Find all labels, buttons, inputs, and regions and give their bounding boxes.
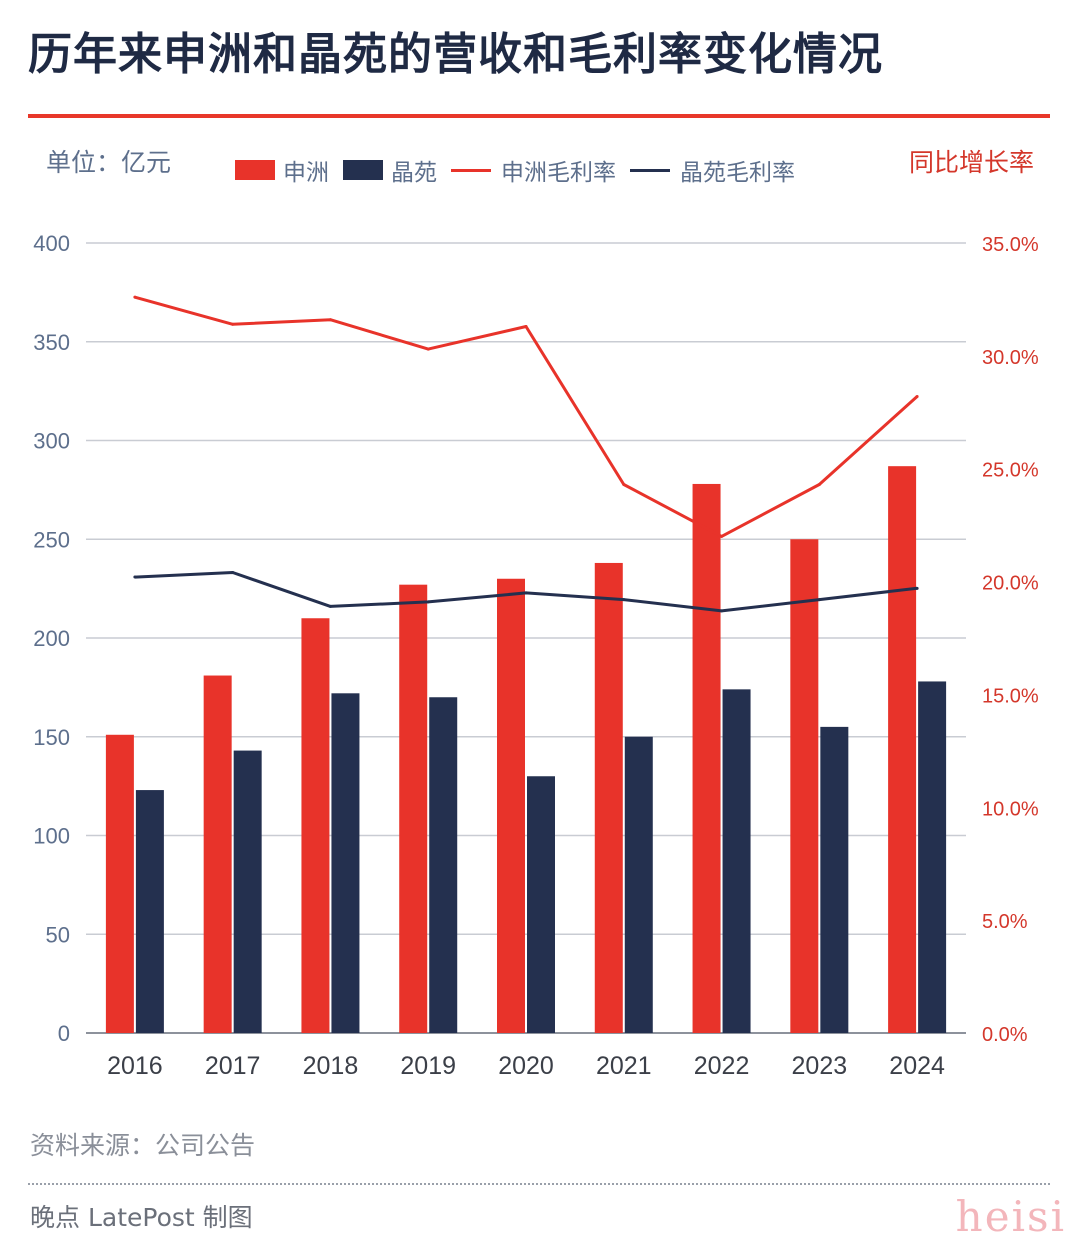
line-shenzhou-margin-point bbox=[915, 394, 919, 398]
line-jingyuan-margin-point bbox=[817, 598, 821, 602]
bar-shenzhou bbox=[692, 483, 721, 1033]
left-axis-tick-label: 350 bbox=[33, 330, 70, 355]
x-axis-tick-label: 2017 bbox=[205, 1052, 261, 1080]
line-shenzhou-margin-point bbox=[426, 347, 430, 351]
legend-item-shenzhou: 申洲 bbox=[235, 153, 329, 187]
bar-jingyuan bbox=[527, 776, 555, 1033]
bar-jingyuan bbox=[331, 693, 360, 1033]
x-axis-tick-label: 2019 bbox=[400, 1052, 456, 1080]
bar-shenzhou bbox=[888, 466, 917, 1033]
right-axis-tick-label: 20.0% bbox=[982, 573, 1039, 595]
right-axis-tick-label: 10.0% bbox=[982, 798, 1039, 820]
line-jingyuan-margin-point bbox=[426, 600, 430, 604]
left-axis-tick-label: 400 bbox=[33, 231, 70, 256]
brand-credit: 晚点 LatePost 制图 bbox=[30, 1203, 253, 1232]
corner-watermark: heisi bbox=[955, 1192, 1066, 1241]
right-axis-tick-label: 0.0% bbox=[982, 1024, 1028, 1046]
legend-swatch-shenzhou bbox=[235, 160, 275, 180]
left-axis-tick-label: 250 bbox=[33, 527, 70, 552]
right-axis-label: 同比增长率 bbox=[908, 148, 1034, 177]
left-axis-tick-label: 0 bbox=[58, 1021, 70, 1046]
legend-label-shenzhou-margin: 申洲毛利率 bbox=[501, 160, 616, 186]
legend-label-jingyuan: 晶苑 bbox=[391, 160, 437, 186]
x-axis-tick-label: 2018 bbox=[303, 1052, 359, 1080]
bar-shenzhou bbox=[301, 618, 330, 1033]
bar-shenzhou bbox=[790, 539, 819, 1033]
line-shenzhou-margin-point bbox=[622, 483, 626, 487]
line-jingyuan-margin-point bbox=[524, 591, 528, 595]
bar-jingyuan bbox=[135, 790, 164, 1033]
left-axis-tick-label: 100 bbox=[33, 824, 70, 849]
legend-swatch-jingyuan bbox=[343, 160, 383, 180]
right-axis-tick-label: 25.0% bbox=[982, 460, 1039, 482]
legend-label-shenzhou: 申洲 bbox=[283, 160, 329, 186]
line-jingyuan-margin-point bbox=[622, 598, 626, 602]
right-axis-tick-label: 35.0% bbox=[982, 234, 1039, 256]
right-axis-tick-label: 15.0% bbox=[982, 685, 1039, 707]
bar-jingyuan bbox=[233, 750, 262, 1033]
left-axis-tick-label: 50 bbox=[46, 922, 70, 947]
line-jingyuan-margin-point bbox=[328, 604, 332, 608]
title-divider bbox=[28, 114, 1050, 118]
line-shenzhou-margin-point bbox=[133, 295, 137, 299]
legend-item-jingyuan: 晶苑 bbox=[343, 153, 437, 187]
legend-swatch-shenzhou-margin bbox=[451, 168, 491, 172]
right-axis-tick-label: 30.0% bbox=[982, 347, 1039, 369]
line-jingyuan-margin-point bbox=[915, 586, 919, 590]
line-shenzhou-margin-point bbox=[524, 325, 528, 329]
line-jingyuan-margin-point bbox=[720, 609, 724, 613]
x-axis-tick-label: 2022 bbox=[694, 1052, 750, 1080]
legend-label-jingyuan-margin: 晶苑毛利率 bbox=[680, 160, 795, 186]
x-axis-tick-label: 2024 bbox=[889, 1052, 945, 1080]
bar-jingyuan bbox=[820, 726, 849, 1033]
x-axis-tick-label: 2023 bbox=[792, 1052, 848, 1080]
bar-jingyuan bbox=[918, 681, 947, 1033]
x-axis-tick-label: 2016 bbox=[107, 1052, 163, 1080]
line-shenzhou-margin bbox=[134, 295, 919, 538]
combo-chart: 0 50 100 150 200 250 300 350 400 0.0% 5.0% 10.0% 15.… bbox=[33, 231, 1039, 1080]
left-axis-unit-label: 单位：亿元 bbox=[46, 148, 172, 177]
bar-jingyuan bbox=[429, 697, 458, 1033]
line-shenzhou-margin-point bbox=[720, 534, 724, 538]
bar-jingyuan bbox=[722, 689, 751, 1033]
chart-legend: 申洲 晶苑 申洲毛利率 晶苑毛利率 bbox=[235, 153, 809, 187]
right-axis-tick-label: 5.0% bbox=[982, 911, 1028, 933]
chart-title: 历年来申洲和晶苑的营收和毛利率变化情况 bbox=[28, 29, 883, 80]
bar-shenzhou bbox=[105, 734, 134, 1033]
bar-shenzhou bbox=[594, 562, 623, 1033]
line-jingyuan-margin-point bbox=[133, 575, 137, 579]
left-axis-tick-label: 200 bbox=[33, 626, 70, 651]
line-shenzhou-margin-point bbox=[231, 322, 235, 326]
bar-jingyuan bbox=[624, 736, 653, 1033]
footer-divider bbox=[28, 1183, 1050, 1185]
bar-shenzhou bbox=[203, 675, 232, 1033]
left-axis-tick-label: 150 bbox=[33, 725, 70, 750]
bar-shenzhou bbox=[399, 584, 428, 1033]
line-jingyuan-margin-point bbox=[231, 571, 235, 575]
line-shenzhou-margin-point bbox=[817, 483, 821, 487]
data-source: 资料来源：公司公告 bbox=[30, 1131, 256, 1160]
x-axis-tick-label: 2020 bbox=[498, 1052, 554, 1080]
legend-item-shenzhou-margin: 申洲毛利率 bbox=[451, 153, 616, 187]
legend-swatch-jingyuan-margin bbox=[630, 168, 670, 172]
line-shenzhou-margin-point bbox=[328, 318, 332, 322]
bar-shenzhou bbox=[497, 578, 525, 1033]
legend-item-jingyuan-margin: 晶苑毛利率 bbox=[630, 153, 795, 187]
left-axis-tick-label: 300 bbox=[33, 429, 70, 454]
x-axis-tick-label: 2021 bbox=[596, 1052, 652, 1080]
